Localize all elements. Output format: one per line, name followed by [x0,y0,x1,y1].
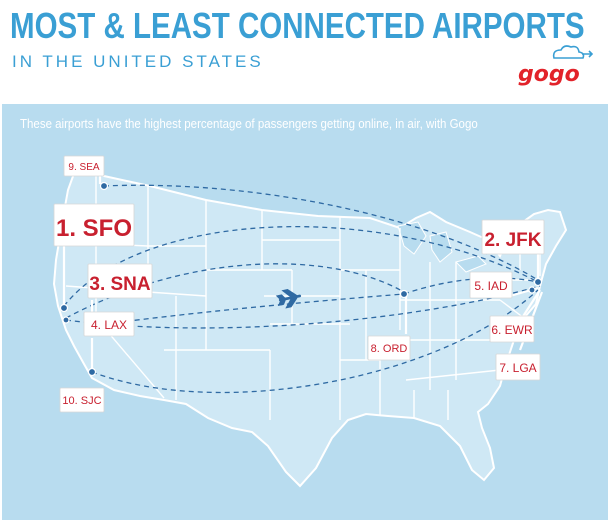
airport-dot-sjc [87,367,97,377]
airport-label-text: 10. SJC [62,395,101,407]
route-sfo-jfk-north [63,226,539,307]
airport-dot-jfk [533,277,543,287]
airport-label-text: 5. IAD [474,279,508,293]
map-caption: These airports have the highest percenta… [20,117,478,131]
airport-dot-lax [62,316,70,324]
airport-label-text: 3. SNA [89,274,151,295]
airport-label-text: 1. SFO [56,215,132,242]
airport-dot-sea [99,181,109,191]
airport-label-sea: 9. SEA [63,155,105,177]
airport-label-sfo: 1. SFO [53,203,135,247]
page-subtitle: IN THE UNITED STATES [12,52,264,71]
airport-markers [59,181,543,377]
airplane-icon [275,288,302,309]
airport-label-sna: 3. SNA [87,263,153,299]
cloud-icon [552,45,594,59]
airport-label-text: 6. EWR [491,323,533,337]
route-sjc-east [91,289,539,394]
airport-label-text: 7. LGA [499,361,536,375]
brand-name: gogo [518,62,580,87]
airport-label-ord: 8. ORD [367,335,411,361]
airport-label-sjc: 10. SJC [59,387,105,413]
airport-dot-iad [528,286,536,294]
airport-label-jfk: 2. JFK [481,219,545,255]
route-lax-ord [89,293,405,327]
great-lakes [397,221,487,273]
page-title: MOST & LEAST CONNECTED AIRPORTS [10,5,585,46]
airport-label-text: 2. JFK [484,230,541,251]
airport-label-text: 9. SEA [68,162,99,173]
airport-label-lax: 4. LAX [83,311,135,337]
airport-label-text: 8. ORD [371,343,408,355]
airport-dot-sfo [59,303,69,313]
gogo-logo: gogo [516,44,602,94]
airport-label-ewr: 6. EWR [489,315,535,343]
airport-label-text: 4. LAX [91,318,127,332]
airport-label-lga: 7. LGA [495,353,541,381]
airport-dot-ord [399,289,409,299]
airport-label-iad: 5. IAD [469,271,513,299]
